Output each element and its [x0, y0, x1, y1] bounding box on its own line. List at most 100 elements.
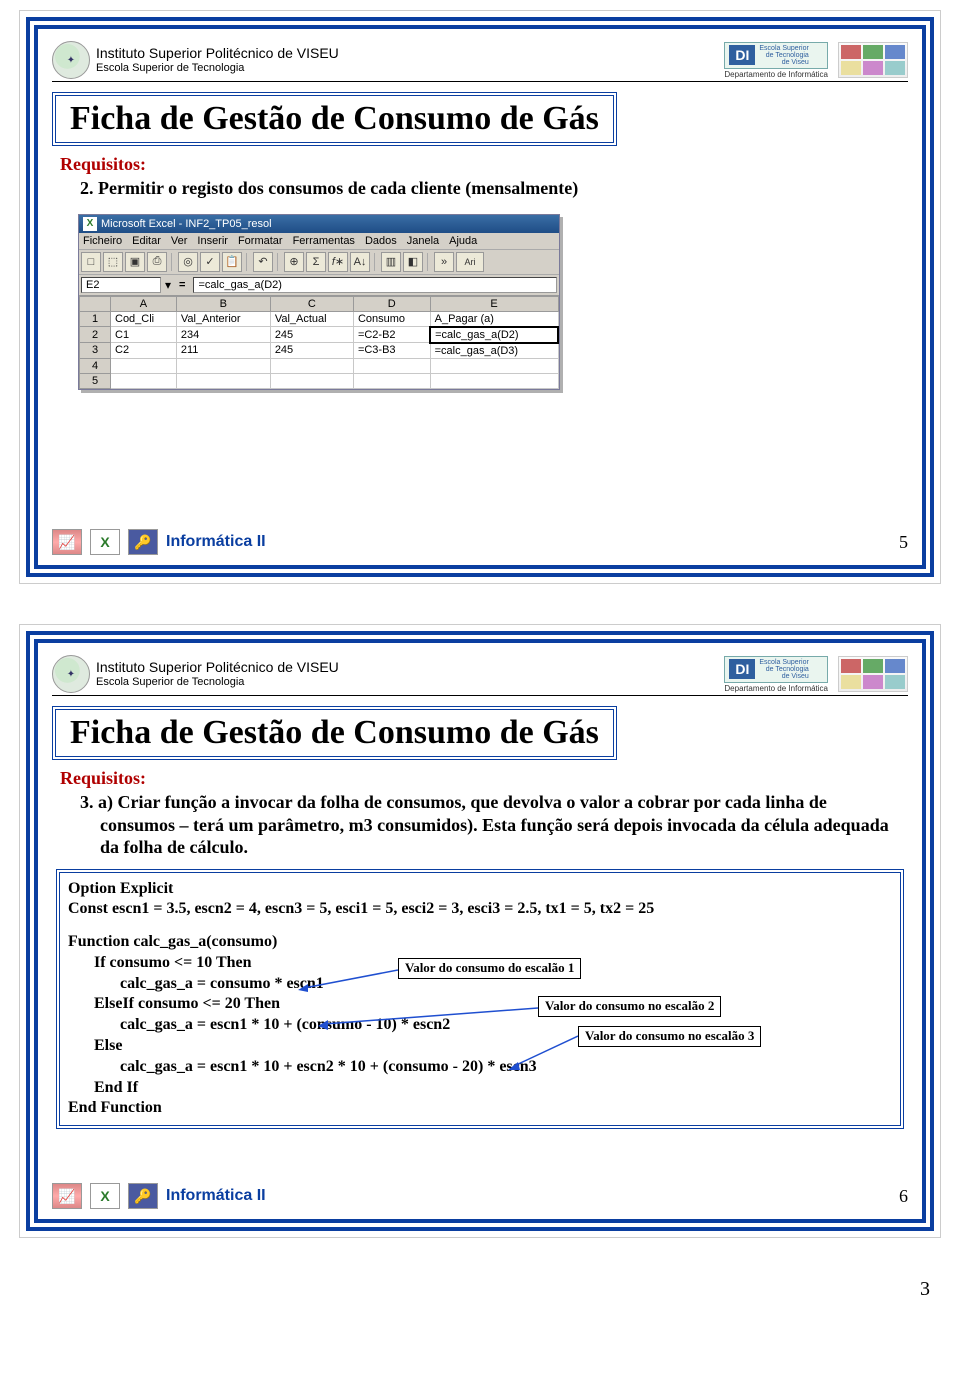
col-d[interactable]: D: [353, 296, 430, 311]
di-sub: Escola Superior de Tecnologia de Viseu: [759, 659, 808, 680]
requisito-item: 3. a) Criar função a invocar da folha de…: [80, 791, 900, 859]
col-c[interactable]: C: [270, 296, 353, 311]
cell-d2[interactable]: =C2-B2: [353, 327, 430, 343]
cell-b3[interactable]: 211: [176, 343, 270, 359]
excel-toolbar: □ ⬚ ▣ ⎙ ◎ ✓ 📋 ↶ ⊕ Σ f∗ A↓ ▥ ◧ » Ar: [79, 250, 559, 275]
excel-window: X Microsoft Excel - INF2_TP05_resol Fich…: [78, 214, 560, 390]
slide-header: ✦ Instituto Superior Politécnico de VISE…: [52, 41, 908, 82]
tb-preview-icon[interactable]: ◎: [178, 252, 198, 272]
code-line: End If: [68, 1078, 892, 1099]
menu-editar[interactable]: Editar: [132, 235, 161, 247]
department-label: Departamento de Informática: [724, 684, 828, 693]
menu-dados[interactable]: Dados: [365, 235, 397, 247]
excel-title: Microsoft Excel - INF2_TP05_resol: [101, 218, 272, 230]
di-box: DI: [729, 45, 755, 65]
code-line: Const escn1 = 3.5, escn2 = 4, escn3 = 5,…: [68, 899, 892, 920]
department-label: Departamento de Informática: [724, 70, 828, 79]
document-page-number: 3: [0, 1278, 960, 1311]
cell-b2[interactable]: 234: [176, 327, 270, 343]
footer-label: Informática II: [166, 1187, 266, 1205]
cell-e1[interactable]: A_Pagar (a): [430, 311, 558, 327]
excel-formula[interactable]: =calc_gas_a(D2): [193, 277, 557, 293]
row-2-hdr[interactable]: 2: [80, 327, 111, 343]
crest-icon: ✦: [52, 655, 90, 693]
slide-title: Ficha de Gestão de Consumo de Gás: [52, 92, 617, 146]
footer-excel-icon: X: [90, 529, 120, 555]
slide-header: ✦ Instituto Superior Politécnico de VISE…: [52, 655, 908, 696]
menu-janela[interactable]: Janela: [407, 235, 439, 247]
col-a[interactable]: A: [111, 296, 177, 311]
mini-icons: [838, 656, 908, 692]
cell-d3[interactable]: =C3-B3: [353, 343, 430, 359]
cell-d1[interactable]: Consumo: [353, 311, 430, 327]
footer-chart-icon: 📈: [52, 1183, 82, 1209]
menu-ver[interactable]: Ver: [171, 235, 188, 247]
cell-e3[interactable]: =calc_gas_a(D3): [430, 343, 558, 359]
mini-icons: [838, 42, 908, 78]
tb-sum-icon[interactable]: Σ: [306, 252, 326, 272]
tb-spell-icon[interactable]: ✓: [200, 252, 220, 272]
di-sub: Escola Superior de Tecnologia de Viseu: [759, 45, 808, 66]
footer-excel-icon: X: [90, 1183, 120, 1209]
di-badge: DI Escola Superior de Tecnologia de Vise…: [724, 42, 828, 69]
tb-map-icon[interactable]: ◧: [403, 252, 423, 272]
tb-new-icon[interactable]: □: [81, 252, 101, 272]
code-line: calc_gas_a = escn1 * 10 + escn2 * 10 + (…: [68, 1057, 892, 1078]
tb-paste-icon[interactable]: 📋: [222, 252, 242, 272]
fx-label: =: [175, 279, 189, 291]
slide-1-inner: ✦ Instituto Superior Politécnico de VISE…: [26, 17, 934, 577]
menu-ferramentas[interactable]: Ferramentas: [293, 235, 355, 247]
menu-ficheiro[interactable]: Ficheiro: [83, 235, 122, 247]
menu-ajuda[interactable]: Ajuda: [449, 235, 477, 247]
cell-a3[interactable]: C2: [111, 343, 177, 359]
cell-e2[interactable]: =calc_gas_a(D2): [430, 327, 558, 343]
code-function-block: Function calc_gas_a(consumo) If consumo …: [68, 932, 892, 1119]
cell-c2[interactable]: 245: [270, 327, 353, 343]
dropdown-icon[interactable]: ▾: [165, 278, 171, 292]
di-box: DI: [729, 659, 755, 679]
slide-page-number: 6: [899, 1186, 908, 1207]
menu-formatar[interactable]: Formatar: [238, 235, 283, 247]
slide-footer: 📈 X 🔑 Informática II 6: [52, 1183, 908, 1209]
requisito-item: 2. Permitir o registo dos consumos de ca…: [80, 177, 900, 200]
row-4-hdr[interactable]: 4: [80, 358, 111, 373]
tb-sort-icon[interactable]: A↓: [350, 252, 370, 272]
excel-formula-row: E2 ▾ = =calc_gas_a(D2): [79, 275, 559, 296]
tb-undo-icon[interactable]: ↶: [253, 252, 273, 272]
cell-c3[interactable]: 245: [270, 343, 353, 359]
callout-2: Valor do consumo no escalão 2: [538, 996, 721, 1017]
excel-icon: X: [83, 217, 97, 231]
school-name: Escola Superior de Tecnologia: [96, 676, 339, 688]
tb-font-box[interactable]: Ari: [456, 252, 484, 272]
tb-open-icon[interactable]: ⬚: [103, 252, 123, 272]
tb-fx-icon[interactable]: f∗: [328, 252, 348, 272]
header-right: DI Escola Superior de Tecnologia de Vise…: [724, 656, 908, 693]
cell-a1[interactable]: Cod_Cli: [111, 311, 177, 327]
tb-zoom-icon[interactable]: »: [434, 252, 454, 272]
cell-a2[interactable]: C1: [111, 327, 177, 343]
excel-grid: A B C D E 1 Cod_Cli Val_Anterior Val_Act…: [79, 296, 559, 389]
col-corner[interactable]: [80, 296, 111, 311]
excel-name-box[interactable]: E2: [81, 277, 161, 293]
crest-icon: ✦: [52, 41, 90, 79]
tb-print-icon[interactable]: ⎙: [147, 252, 167, 272]
col-b[interactable]: B: [176, 296, 270, 311]
menu-inserir[interactable]: Inserir: [197, 235, 228, 247]
row-3-hdr[interactable]: 3: [80, 343, 111, 359]
tb-link-icon[interactable]: ⊕: [284, 252, 304, 272]
code-line: Option Explicit: [68, 879, 892, 900]
col-e[interactable]: E: [430, 296, 558, 311]
cell-b1[interactable]: Val_Anterior: [176, 311, 270, 327]
tb-chart-icon[interactable]: ▥: [381, 252, 401, 272]
code-line: Function calc_gas_a(consumo): [68, 932, 892, 953]
row-1-hdr[interactable]: 1: [80, 311, 111, 327]
institute-name: Instituto Superior Politécnico de VISEU: [96, 660, 339, 675]
excel-menu: Ficheiro Editar Ver Inserir Formatar Fer…: [79, 233, 559, 250]
tb-save-icon[interactable]: ▣: [125, 252, 145, 272]
header-left: ✦ Instituto Superior Politécnico de VISE…: [52, 41, 339, 79]
cell-c1[interactable]: Val_Actual: [270, 311, 353, 327]
row-5-hdr[interactable]: 5: [80, 373, 111, 388]
requisitos-label: Requisitos:: [60, 154, 908, 175]
school-name: Escola Superior de Tecnologia: [96, 62, 339, 74]
di-block: DI Escola Superior de Tecnologia de Vise…: [724, 656, 828, 693]
